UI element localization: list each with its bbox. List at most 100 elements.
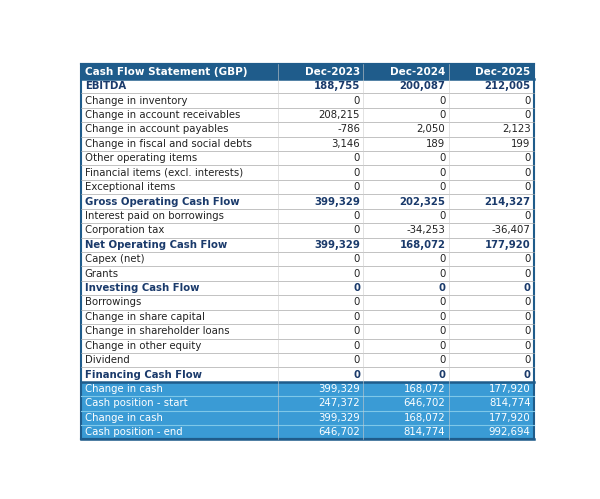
Text: Capex (net): Capex (net) xyxy=(85,254,145,264)
Text: 399,329: 399,329 xyxy=(319,384,360,394)
Bar xyxy=(364,137,449,151)
Bar xyxy=(364,367,449,382)
Bar xyxy=(278,382,364,396)
Bar xyxy=(278,252,364,266)
Bar xyxy=(449,108,534,122)
Bar xyxy=(80,281,278,295)
Text: 646,702: 646,702 xyxy=(319,427,360,437)
Bar xyxy=(80,223,278,238)
Bar xyxy=(278,338,364,353)
Text: 0: 0 xyxy=(353,168,360,178)
Text: Financial items (excl. interests): Financial items (excl. interests) xyxy=(85,168,243,178)
Bar xyxy=(278,93,364,108)
Text: 0: 0 xyxy=(524,283,531,293)
Bar xyxy=(364,108,449,122)
Text: 814,774: 814,774 xyxy=(404,427,445,437)
Bar xyxy=(80,425,278,440)
Bar xyxy=(364,122,449,137)
Text: 0: 0 xyxy=(524,153,531,163)
Bar xyxy=(364,166,449,180)
Bar xyxy=(278,180,364,194)
Text: -36,407: -36,407 xyxy=(492,226,531,236)
Text: 0: 0 xyxy=(439,268,445,278)
Text: 202,325: 202,325 xyxy=(400,197,445,207)
Text: 208,215: 208,215 xyxy=(319,110,360,120)
Text: Change in share capital: Change in share capital xyxy=(85,312,205,322)
Text: 992,694: 992,694 xyxy=(489,427,531,437)
Bar xyxy=(364,353,449,367)
Bar xyxy=(364,151,449,166)
Text: 0: 0 xyxy=(353,211,360,221)
Bar xyxy=(449,425,534,440)
Text: 0: 0 xyxy=(353,341,360,351)
Bar xyxy=(364,180,449,194)
Bar xyxy=(278,122,364,137)
Text: Change in shareholder loans: Change in shareholder loans xyxy=(85,326,229,336)
Text: Exceptional items: Exceptional items xyxy=(85,182,175,192)
Bar xyxy=(80,180,278,194)
Bar xyxy=(364,382,449,396)
Bar xyxy=(364,223,449,238)
Text: Change in cash: Change in cash xyxy=(85,413,163,423)
Bar xyxy=(80,382,278,396)
Bar xyxy=(364,252,449,266)
Bar xyxy=(364,295,449,310)
Text: 177,920: 177,920 xyxy=(489,384,531,394)
Text: Dividend: Dividend xyxy=(85,355,130,365)
Bar xyxy=(278,353,364,367)
Text: 0: 0 xyxy=(524,110,531,120)
Bar xyxy=(364,194,449,209)
Text: 0: 0 xyxy=(524,355,531,365)
Bar xyxy=(364,64,449,79)
Text: 0: 0 xyxy=(439,211,445,221)
Text: 399,329: 399,329 xyxy=(314,240,360,250)
Bar xyxy=(449,252,534,266)
Text: EBITDA: EBITDA xyxy=(85,81,126,91)
Bar xyxy=(449,295,534,310)
Text: 0: 0 xyxy=(524,370,531,380)
Text: Interest paid on borrowings: Interest paid on borrowings xyxy=(85,211,224,221)
Bar xyxy=(364,238,449,252)
Text: 0: 0 xyxy=(524,341,531,351)
Bar xyxy=(364,93,449,108)
Text: 0: 0 xyxy=(524,312,531,322)
Text: 0: 0 xyxy=(524,95,531,106)
Bar xyxy=(80,238,278,252)
Bar xyxy=(449,166,534,180)
Text: 0: 0 xyxy=(439,254,445,264)
Text: 0: 0 xyxy=(439,326,445,336)
Bar xyxy=(80,93,278,108)
Bar xyxy=(449,194,534,209)
Text: 168,072: 168,072 xyxy=(404,384,445,394)
Text: -34,253: -34,253 xyxy=(407,226,445,236)
Text: Change in account receivables: Change in account receivables xyxy=(85,110,240,120)
Text: 199: 199 xyxy=(511,139,531,149)
Text: Cash position - end: Cash position - end xyxy=(85,427,182,437)
Bar xyxy=(449,396,534,411)
Bar xyxy=(278,166,364,180)
Text: 0: 0 xyxy=(353,326,360,336)
Bar xyxy=(80,166,278,180)
Bar xyxy=(449,79,534,93)
Bar xyxy=(449,353,534,367)
Bar xyxy=(278,151,364,166)
Bar xyxy=(278,281,364,295)
Text: 0: 0 xyxy=(524,182,531,192)
Bar xyxy=(364,425,449,440)
Bar xyxy=(80,194,278,209)
Bar xyxy=(449,411,534,425)
Bar xyxy=(278,367,364,382)
Text: 0: 0 xyxy=(353,226,360,236)
Bar xyxy=(449,324,534,338)
Text: Change in inventory: Change in inventory xyxy=(85,95,187,106)
Text: 0: 0 xyxy=(353,268,360,278)
Text: 0: 0 xyxy=(353,254,360,264)
Text: 0: 0 xyxy=(439,283,445,293)
Text: 0: 0 xyxy=(524,268,531,278)
Bar xyxy=(449,367,534,382)
Bar xyxy=(80,209,278,223)
Bar xyxy=(80,338,278,353)
Text: Dec-2023: Dec-2023 xyxy=(305,67,360,77)
Bar xyxy=(278,79,364,93)
Bar xyxy=(80,411,278,425)
